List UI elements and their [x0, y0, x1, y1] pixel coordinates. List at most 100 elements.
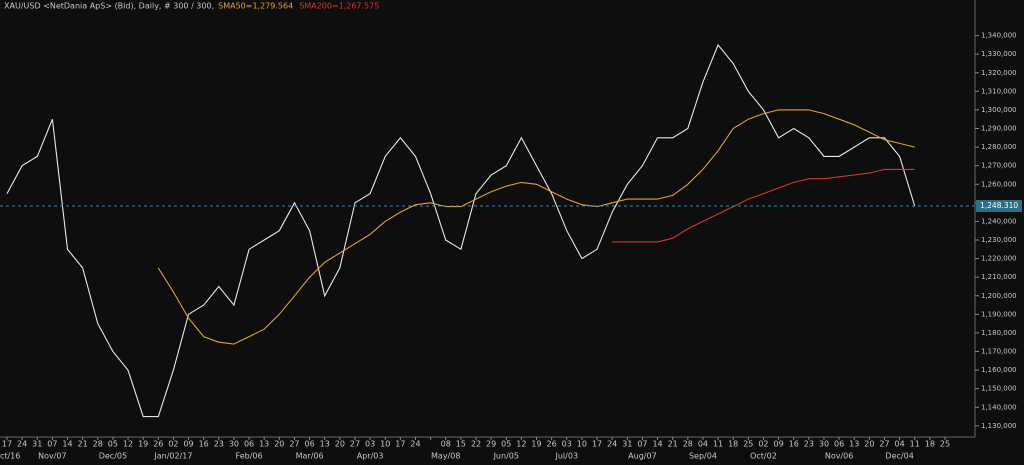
- x-tick-label: 23: [214, 440, 224, 449]
- x-tick-label: 25: [940, 440, 950, 449]
- y-tick-label: 1,160,000: [981, 366, 1017, 374]
- period-label: Aug/07: [628, 452, 657, 461]
- y-tick-label: 1,150,000: [981, 385, 1017, 393]
- y-tick-label: 1,220,000: [981, 255, 1017, 263]
- x-tick-label: 24: [410, 440, 420, 449]
- chart-title: XAU/USD <NetDania ApS> (Bid), Daily, # 3…: [4, 2, 214, 11]
- y-tick-label: 1,180,000: [981, 329, 1017, 337]
- y-tick-label: 1,270,000: [981, 162, 1017, 170]
- x-tick-label: 30: [229, 440, 239, 449]
- last-value-box: [976, 199, 1022, 212]
- x-tick-label: 12: [123, 440, 133, 449]
- x-tick-label: 07: [637, 440, 647, 449]
- y-tick-label: 1,260,000: [981, 180, 1017, 188]
- x-tick-label: 14: [62, 440, 72, 449]
- x-tick-label: 12: [516, 440, 526, 449]
- series-line: [157, 109, 915, 345]
- y-tick-label: 1,140,000: [981, 403, 1017, 411]
- x-tick-label: 25: [743, 440, 753, 449]
- period-label: Jan/02/17: [153, 452, 192, 461]
- y-tick-label: 1,240,000: [981, 217, 1017, 225]
- y-tick-label: 1,340,000: [981, 32, 1017, 40]
- x-tick-label: 19: [138, 440, 148, 449]
- period-label: Dec/04: [885, 452, 913, 461]
- x-tick-label: 13: [259, 440, 269, 449]
- x-tick-label: 14: [652, 440, 662, 449]
- x-tick-label: 03: [562, 440, 572, 449]
- period-label: Apr/03: [357, 452, 384, 461]
- x-tick-label: 24: [17, 440, 27, 449]
- period-label: Feb/06: [236, 452, 263, 461]
- y-tick-label: 1,200,000: [981, 292, 1017, 300]
- x-tick-label: 06: [244, 440, 254, 449]
- period-label: Jul/03: [555, 452, 579, 461]
- x-tick-label: 31: [622, 440, 632, 449]
- series-line: [612, 168, 915, 243]
- x-tick-label: 30: [819, 440, 829, 449]
- y-tick-label: 1,290,000: [981, 125, 1017, 133]
- period-label: Jun/05: [493, 452, 519, 461]
- x-tick-label: 17: [2, 440, 12, 449]
- x-tick-label: 10: [380, 440, 390, 449]
- x-tick-label: 08: [441, 440, 451, 449]
- x-tick-label: 07: [47, 440, 57, 449]
- x-tick-label: 11: [713, 440, 723, 449]
- period-label: Nov/07: [38, 452, 67, 461]
- x-tick-label: 31: [32, 440, 42, 449]
- x-tick-label: 27: [289, 440, 299, 449]
- x-tick-label: 20: [864, 440, 874, 449]
- x-tick-label: 28: [93, 440, 103, 449]
- x-tick-label: 11: [910, 440, 920, 449]
- x-tick-label: 02: [758, 440, 768, 449]
- y-tick-label: 1,210,000: [981, 273, 1017, 281]
- x-tick-label: 27: [350, 440, 360, 449]
- y-tick-label: 1,190,000: [981, 310, 1017, 318]
- y-tick-label: 1,300,000: [981, 106, 1017, 114]
- period-label: Sep/04: [689, 452, 717, 461]
- x-tick-label: 24: [607, 440, 617, 449]
- legend-entry: SMA200=1,267.575: [299, 2, 379, 11]
- y-tick-label: 1,310,000: [981, 87, 1017, 95]
- x-tick-label: 04: [895, 440, 905, 449]
- x-tick-label: 17: [395, 440, 405, 449]
- x-tick-label: 02: [168, 440, 178, 449]
- x-tick-label: 16: [789, 440, 799, 449]
- y-tick-label: 1,320,000: [981, 69, 1017, 77]
- x-tick-label: 22: [471, 440, 481, 449]
- x-tick-label: 19: [531, 440, 541, 449]
- period-label: Nov/06: [825, 452, 854, 461]
- y-tick-label: 1,170,000: [981, 348, 1017, 356]
- period-label: May/08: [431, 452, 460, 461]
- x-tick-label: 23: [804, 440, 814, 449]
- x-tick-label: 13: [849, 440, 859, 449]
- x-tick-label: 26: [153, 440, 163, 449]
- x-tick-label: 09: [773, 440, 783, 449]
- x-tick-label: 18: [925, 440, 935, 449]
- x-tick-label: 17: [592, 440, 602, 449]
- y-tick-label: 1,230,000: [981, 236, 1017, 244]
- x-tick-label: 29: [486, 440, 496, 449]
- period-label: Oct/02: [750, 452, 777, 461]
- x-tick-label: 03: [365, 440, 375, 449]
- x-tick-label: 21: [668, 440, 678, 449]
- series-line: [6, 43, 916, 418]
- x-tick-label: 26: [547, 440, 557, 449]
- x-tick-label: 20: [274, 440, 284, 449]
- period-label: Oct/16: [0, 452, 20, 461]
- y-tick-label: 1,280,000: [981, 143, 1017, 151]
- x-tick-label: 21: [78, 440, 88, 449]
- x-tick-label: 10: [577, 440, 587, 449]
- x-tick-label: 15: [456, 440, 466, 449]
- x-tick-label: 04: [698, 440, 708, 449]
- y-tick-label: 1,130,000: [981, 422, 1017, 430]
- period-label: Mar/06: [296, 452, 324, 461]
- x-tick-label: 06: [834, 440, 844, 449]
- x-tick-label: 05: [108, 440, 118, 449]
- period-label: Dec/05: [99, 452, 127, 461]
- x-tick-label: 18: [728, 440, 738, 449]
- last-value-label: 1,248.310: [980, 201, 1018, 210]
- x-tick-label: 28: [683, 440, 693, 449]
- x-tick-label: 16: [199, 440, 209, 449]
